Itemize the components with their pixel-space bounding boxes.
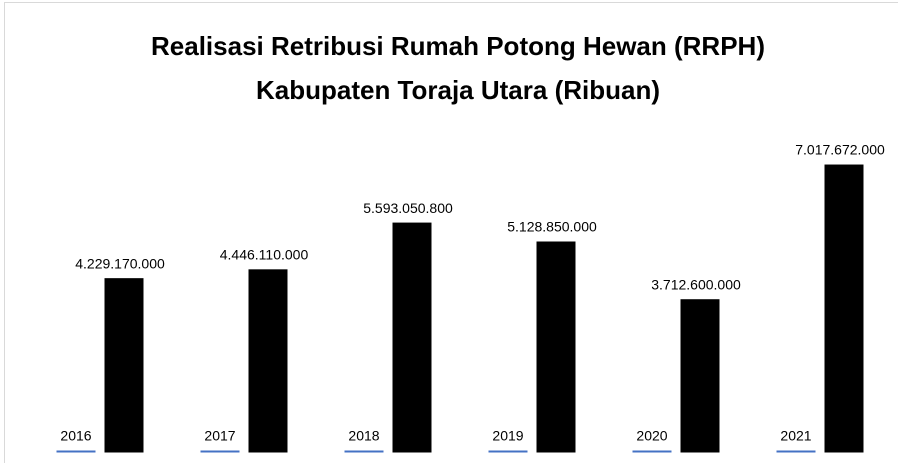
chart-title: Realisasi Retribusi Rumah Potong Hewan (… [151, 31, 765, 61]
data-label: 2019 [492, 428, 523, 444]
bar [824, 164, 864, 453]
data-label: 2016 [60, 428, 91, 444]
bar [776, 450, 816, 453]
chart-frame [4, 2, 898, 463]
data-label: 2020 [636, 428, 667, 444]
bar [344, 450, 384, 453]
data-label: 2017 [204, 428, 235, 444]
data-label: 5.128.850.000 [507, 219, 597, 235]
bar [680, 299, 720, 453]
bar [488, 450, 528, 453]
bar [632, 450, 672, 453]
bar [56, 450, 96, 453]
chart-title: Kabupaten Toraja Utara (Ribuan) [256, 75, 660, 105]
data-label: 4.229.170.000 [75, 255, 165, 271]
data-label: 2021 [780, 428, 811, 444]
data-label: 3.712.600.000 [651, 276, 741, 292]
bar [392, 222, 432, 453]
data-label: 2018 [348, 428, 379, 444]
bar [248, 269, 288, 453]
data-label: 4.446.110.000 [220, 247, 309, 263]
bar [536, 241, 576, 453]
data-label: 5.593.050.800 [363, 200, 453, 216]
data-label: 7.017.672.000 [795, 142, 885, 158]
bar [200, 450, 240, 453]
bar [104, 278, 144, 453]
